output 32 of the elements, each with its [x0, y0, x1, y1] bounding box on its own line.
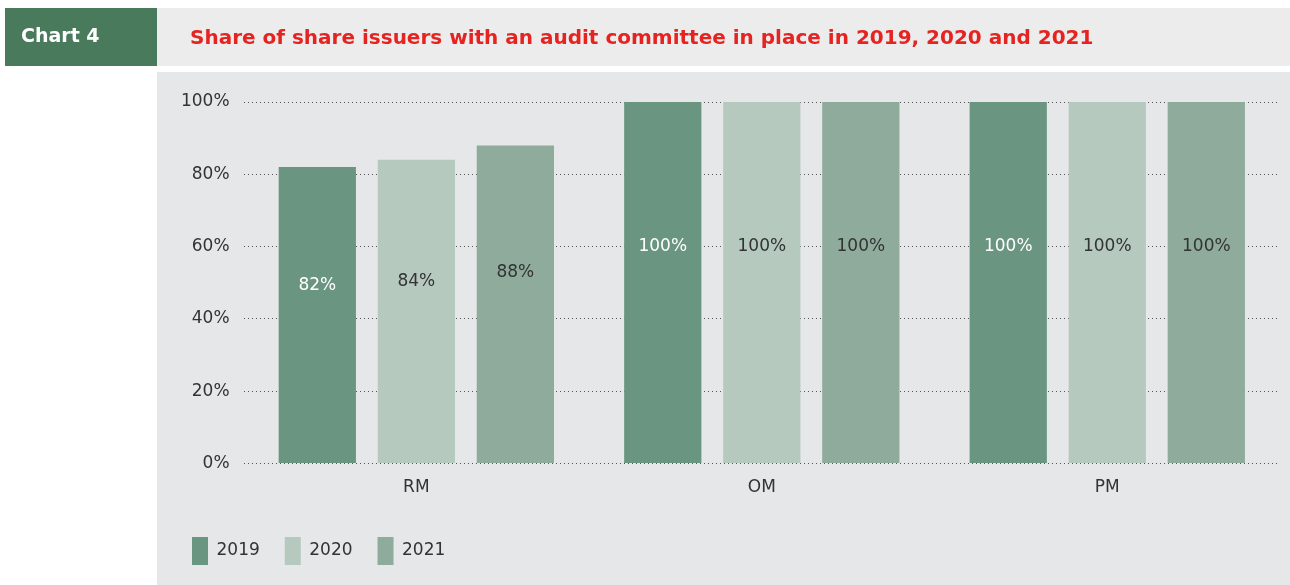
- bar: [1068, 102, 1146, 464]
- bar: [624, 102, 702, 464]
- data-label: 100%: [1082, 235, 1132, 256]
- data-label: 100%: [836, 235, 886, 256]
- bar: [723, 102, 801, 464]
- data-label: 100%: [638, 235, 688, 256]
- bar: [969, 102, 1047, 464]
- bar: [476, 145, 554, 464]
- x-tick-label: PM: [1094, 476, 1120, 497]
- data-label: 100%: [1182, 235, 1231, 256]
- y-tick-label: 0%: [202, 452, 230, 473]
- y-tick-label: 40%: [191, 307, 230, 328]
- data-label: 82%: [298, 274, 337, 295]
- y-tick-label: 60%: [191, 235, 230, 256]
- legend-label: 2019: [216, 539, 260, 560]
- bar: [278, 167, 356, 464]
- x-tick-label: OM: [747, 476, 776, 497]
- bar: [377, 159, 455, 464]
- x-tick-label: RM: [403, 476, 430, 497]
- bar: [822, 102, 900, 464]
- y-tick-label: 80%: [191, 162, 230, 183]
- chart-title: Share of share issuers with an audit committee in place in 2019, 2020 and 2021: [190, 25, 1094, 49]
- y-tick-label: 100%: [180, 90, 230, 111]
- legend-label: 2020: [309, 539, 353, 560]
- caption: Chart 4: [21, 24, 100, 46]
- data-label: 100%: [983, 235, 1033, 256]
- data-label: 88%: [496, 261, 535, 282]
- bar: [1167, 102, 1245, 464]
- legend-label: 2021: [402, 539, 446, 560]
- data-label: 100%: [737, 235, 787, 256]
- data-label: 84%: [397, 269, 436, 290]
- y-tick-label: 20%: [191, 379, 230, 400]
